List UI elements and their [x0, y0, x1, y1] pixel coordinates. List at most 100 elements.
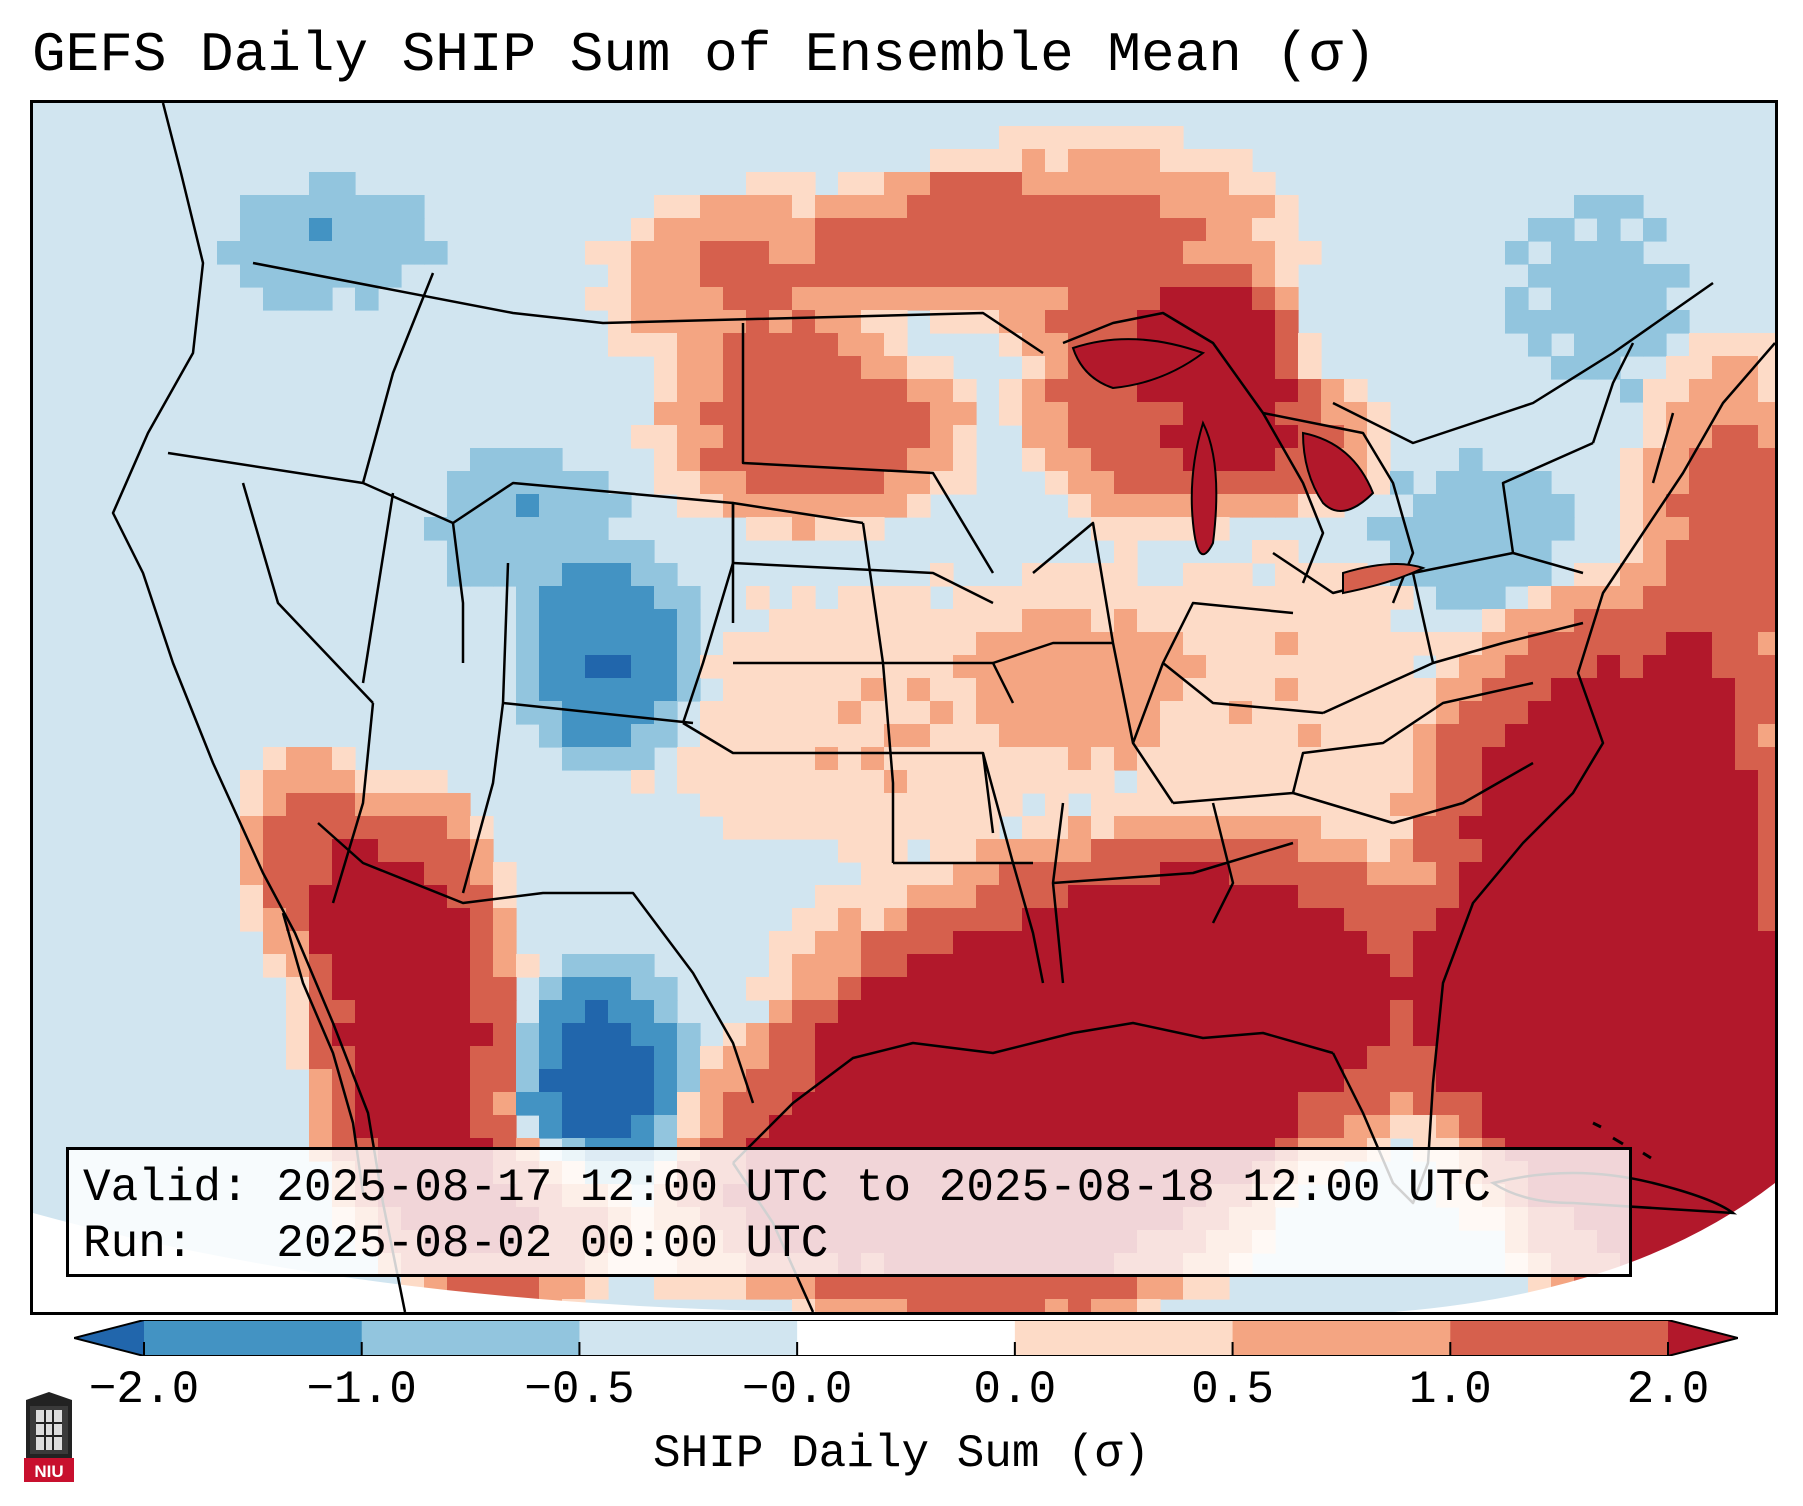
anomaly-cell	[447, 908, 471, 932]
anomaly-cell	[1758, 954, 1775, 978]
anomaly-cell	[608, 1023, 632, 1047]
anomaly-cell	[1022, 379, 1046, 403]
anomaly-cell	[1689, 494, 1713, 518]
anomaly-cell	[1436, 494, 1460, 518]
anomaly-cell	[1298, 816, 1322, 840]
anomaly-cell	[884, 770, 908, 794]
anomaly-cell	[1597, 747, 1621, 771]
anomaly-cell	[1137, 1299, 1161, 1312]
anomaly-cell	[1045, 609, 1069, 633]
anomaly-cell	[240, 241, 264, 265]
anomaly-cell	[746, 379, 770, 403]
anomaly-cell	[1068, 494, 1092, 518]
anomaly-cell	[1551, 931, 1575, 955]
anomaly-cell	[723, 816, 747, 840]
anomaly-cell	[1160, 287, 1184, 311]
anomaly-cell	[1689, 563, 1713, 587]
anomaly-cell	[815, 1000, 839, 1024]
anomaly-cell	[1597, 333, 1621, 357]
anomaly-cell	[1643, 425, 1667, 449]
anomaly-cell	[1666, 885, 1690, 909]
anomaly-cell	[746, 770, 770, 794]
anomaly-cell	[700, 1115, 724, 1139]
anomaly-cell	[976, 195, 1000, 219]
anomaly-cell	[1114, 563, 1138, 587]
anomaly-cell	[677, 448, 701, 472]
anomaly-cell	[1528, 1023, 1552, 1047]
anomaly-cell	[1758, 517, 1775, 541]
anomaly-cell	[1689, 333, 1713, 357]
anomaly-cell	[838, 724, 862, 748]
anomaly-cell	[1229, 172, 1253, 196]
anomaly-cell	[1137, 793, 1161, 817]
anomaly-cell	[861, 333, 885, 357]
anomaly-cell	[1022, 241, 1046, 265]
anomaly-cell	[1390, 1092, 1414, 1116]
anomaly-cell	[309, 1069, 333, 1093]
anomaly-cell	[424, 954, 448, 978]
anomaly-cell	[1597, 931, 1621, 955]
anomaly-cell	[332, 954, 356, 978]
anomaly-cell	[309, 931, 333, 955]
anomaly-cell	[1114, 816, 1138, 840]
anomaly-cell	[263, 793, 287, 817]
anomaly-cell	[1206, 954, 1230, 978]
anomaly-cell	[1252, 540, 1276, 564]
anomaly-cell	[1344, 1046, 1368, 1070]
anomaly-cell	[1022, 816, 1046, 840]
anomaly-cell	[1505, 1000, 1529, 1024]
anomaly-cell	[1735, 931, 1759, 955]
anomaly-cell	[1459, 1046, 1483, 1070]
anomaly-cell	[1252, 609, 1276, 633]
anomaly-cell	[976, 1299, 1000, 1312]
anomaly-cell	[1758, 1046, 1775, 1070]
anomaly-cell	[1367, 1046, 1391, 1070]
anomaly-cell	[907, 471, 931, 495]
anomaly-cell	[1344, 770, 1368, 794]
anomaly-cell	[1252, 1023, 1276, 1047]
anomaly-cell	[654, 471, 678, 495]
anomaly-cell	[286, 747, 310, 771]
anomaly-cell	[1643, 379, 1667, 403]
anomaly-cell	[1551, 655, 1575, 679]
anomaly-cell	[263, 195, 287, 219]
anomaly-cell	[1551, 586, 1575, 610]
anomaly-cell	[861, 839, 885, 863]
anomaly-cell	[953, 310, 977, 334]
anomaly-cell	[1367, 517, 1391, 541]
anomaly-cell	[1022, 287, 1046, 311]
anomaly-cell	[1114, 425, 1138, 449]
anomaly-cell	[677, 471, 701, 495]
anomaly-cell	[1137, 218, 1161, 242]
anomaly-cell	[309, 793, 333, 817]
anomaly-cell	[1666, 1023, 1690, 1047]
colorbar-bin	[1232, 1320, 1451, 1356]
anomaly-cell	[1643, 701, 1667, 725]
anomaly-cell	[1712, 954, 1736, 978]
anomaly-cell	[861, 264, 885, 288]
anomaly-cell	[884, 954, 908, 978]
anomaly-cell	[1712, 885, 1736, 909]
anomaly-cell	[562, 655, 586, 679]
anomaly-cell	[1712, 931, 1736, 955]
anomaly-cell	[1022, 701, 1046, 725]
anomaly-cell	[1666, 1161, 1690, 1185]
anomaly-cell	[838, 586, 862, 610]
anomaly-cell	[1183, 931, 1207, 955]
anomaly-cell	[493, 977, 517, 1001]
anomaly-cell	[355, 954, 379, 978]
anomaly-cell	[976, 977, 1000, 1001]
anomaly-cell	[907, 609, 931, 633]
anomaly-cell	[1275, 218, 1299, 242]
anomaly-cell	[1091, 655, 1115, 679]
anomaly-cell	[677, 1046, 701, 1070]
anomaly-cell	[286, 264, 310, 288]
anomaly-cell	[861, 1069, 885, 1093]
anomaly-cell	[792, 1023, 816, 1047]
anomaly-cell	[953, 839, 977, 863]
anomaly-cell	[1482, 517, 1506, 541]
anomaly-cell	[378, 931, 402, 955]
anomaly-cell	[240, 195, 264, 219]
anomaly-cell	[1252, 770, 1276, 794]
anomaly-cell	[861, 402, 885, 426]
